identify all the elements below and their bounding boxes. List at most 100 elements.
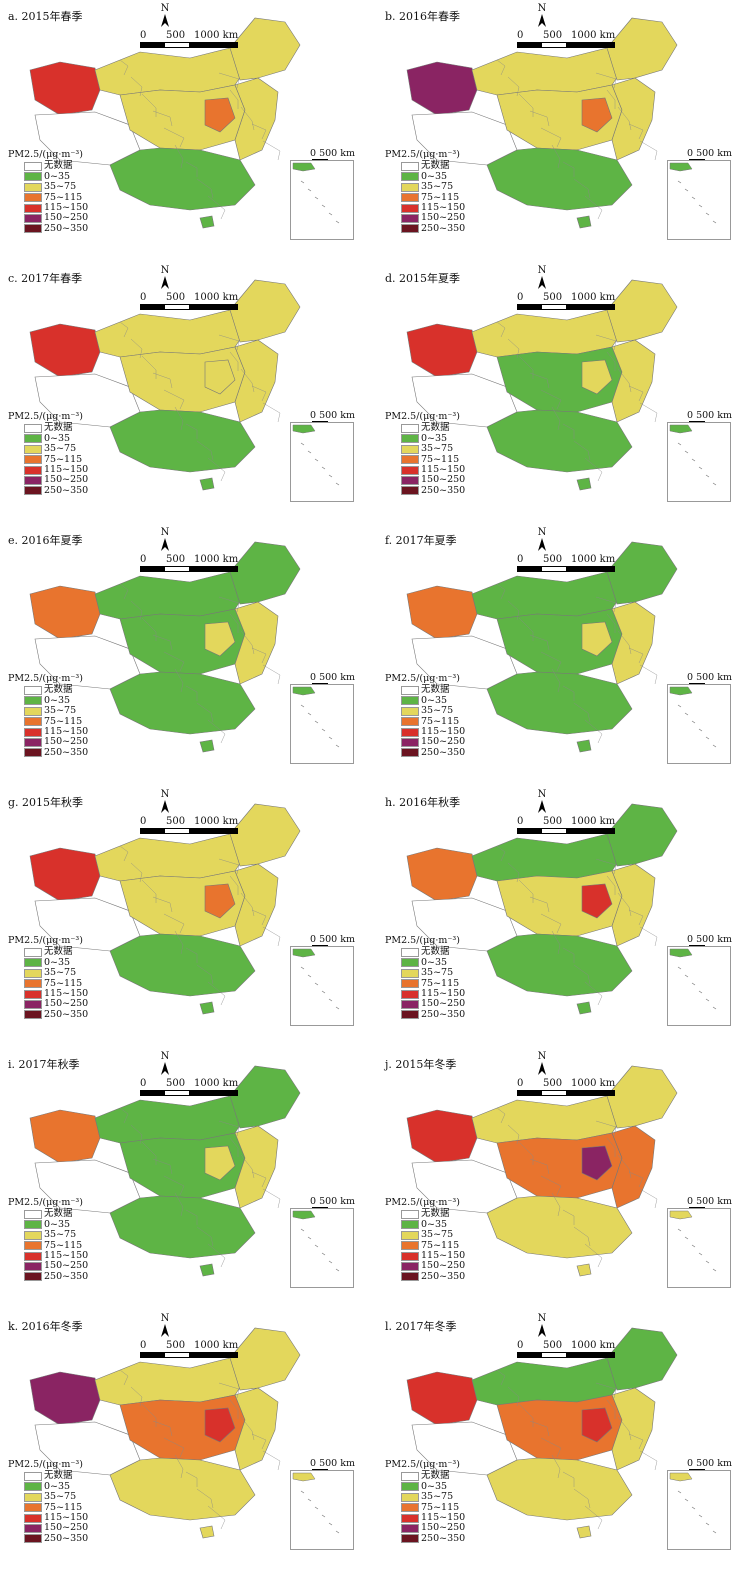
boundary-line — [628, 123, 644, 140]
scale-label: 500 — [543, 292, 563, 303]
map-panel: f. 2017年夏季 N 0 500 1000 km PM2.5/(μg·m⁻³) 无数据 0… — [377, 524, 754, 786]
boundary-line — [251, 647, 267, 664]
scale-label: 0 — [517, 30, 524, 41]
boundary-line — [639, 1188, 658, 1209]
legend-swatch — [24, 727, 42, 737]
boundary-line — [262, 140, 281, 161]
inset-island — [684, 1498, 689, 1502]
south-china-sea-inset — [290, 422, 354, 502]
scale-bar: 0 500 1000 km — [132, 554, 252, 572]
inset-island — [300, 704, 305, 708]
boundary-line — [119, 1107, 129, 1124]
inset-map — [292, 162, 340, 224]
region-hotspot — [581, 883, 613, 919]
boundary-line — [606, 351, 616, 371]
boundary-line — [207, 1505, 226, 1530]
inset-scale-label: 0 500 km — [687, 410, 732, 421]
inset-island — [328, 998, 333, 1002]
scale-segment — [165, 1091, 189, 1095]
legend-label: 150~250 — [421, 998, 466, 1010]
legend-swatch — [401, 434, 419, 444]
scale-bar: 0 500 1000 km — [509, 816, 629, 834]
legend-item: 无数据 — [24, 422, 118, 433]
scale-segment — [542, 567, 566, 571]
legend-item: 115~150 — [24, 464, 118, 475]
south-china-sea-inset — [290, 1208, 354, 1288]
legend-item: 35~75 — [401, 1229, 495, 1240]
legend-item: 35~75 — [24, 1491, 118, 1502]
scale-bar: 0 500 1000 km — [132, 816, 252, 834]
map-panel: b. 2016年春季 N 0 500 1000 km PM2.5/(μg·m⁻³) 无数据 0… — [377, 0, 754, 262]
legend-swatch — [401, 696, 419, 706]
scale-segment — [165, 43, 189, 47]
inset-map — [292, 686, 340, 748]
inset-island — [328, 474, 333, 478]
region-ne — [606, 1327, 678, 1391]
legend-label: 0~35 — [421, 432, 448, 444]
legend-swatch — [401, 1492, 419, 1502]
scale-label: 1000 km — [571, 816, 616, 827]
legend-label: 35~75 — [421, 705, 454, 717]
china-map — [406, 1065, 678, 1277]
boundary-line — [639, 926, 658, 947]
panel-title: j. 2015年冬季 — [385, 1058, 457, 1071]
region-ne — [606, 279, 678, 343]
legend-label: 250~350 — [44, 222, 89, 234]
legend-item: 115~150 — [401, 988, 495, 999]
boundary-line — [119, 845, 129, 862]
scale-bar-graphic — [517, 828, 615, 834]
china-map — [29, 17, 301, 229]
map-panel: e. 2016年夏季 N 0 500 1000 km PM2.5/(μg·m⁻³) 无数据 0… — [0, 524, 377, 786]
scale-label: 0 — [140, 292, 147, 303]
legend-label: 75~115 — [44, 191, 83, 203]
boundary-line — [507, 76, 520, 97]
legend-label: 0~35 — [421, 1218, 448, 1230]
legend-swatch — [401, 172, 419, 182]
boundary-line — [606, 875, 616, 895]
legend-swatch — [24, 1503, 42, 1513]
legend-label: 75~115 — [421, 977, 460, 989]
legend-item: 115~150 — [401, 726, 495, 737]
boundary-line — [551, 1454, 561, 1479]
inset-island — [712, 1530, 717, 1534]
legend-label: 115~150 — [421, 201, 466, 213]
legend-item: 150~250 — [401, 736, 495, 747]
region-hotspot — [581, 621, 613, 657]
inset-island — [712, 1006, 717, 1010]
scale-label: 500 — [166, 1078, 186, 1089]
inset-island — [335, 1006, 340, 1010]
boundary-line — [628, 909, 644, 926]
scale-segment — [165, 305, 189, 309]
boundary-line — [617, 1416, 632, 1441]
legend-label: 250~350 — [421, 222, 466, 234]
legend-swatch — [401, 1010, 419, 1020]
scale-label: 1000 km — [194, 816, 239, 827]
legend-label: 0~35 — [44, 170, 71, 182]
region-east — [234, 77, 279, 161]
legend-swatch — [401, 214, 419, 224]
map-panel: j. 2015年冬季 N 0 500 1000 km PM2.5/(μg·m⁻³) 无数据 0… — [377, 1048, 754, 1310]
scale-bar-graphic — [140, 1352, 238, 1358]
boundary-line — [218, 334, 240, 351]
legend-swatch — [401, 1472, 419, 1482]
inset-island — [684, 974, 689, 978]
boundary-line — [185, 1209, 198, 1225]
boundary-line — [540, 913, 562, 934]
region-west — [406, 323, 478, 378]
legend-swatch — [24, 434, 42, 444]
inset-coast — [669, 1472, 693, 1482]
legend-title: PM2.5/(μg·m⁻³) — [8, 935, 83, 946]
legend-swatch — [24, 958, 42, 968]
boundary-line — [540, 651, 562, 672]
region-east — [234, 339, 279, 423]
legend-item: 250~350 — [24, 1271, 118, 1282]
boundary-line — [628, 647, 644, 664]
boundary-line — [152, 1158, 173, 1175]
legend-swatch — [401, 948, 419, 958]
inset-island — [705, 1522, 710, 1526]
boundary-line — [606, 613, 616, 633]
legend-label: 0~35 — [44, 1480, 71, 1492]
north-letter: N — [160, 789, 170, 800]
region-west — [29, 1371, 101, 1426]
boundary-line — [540, 127, 562, 148]
